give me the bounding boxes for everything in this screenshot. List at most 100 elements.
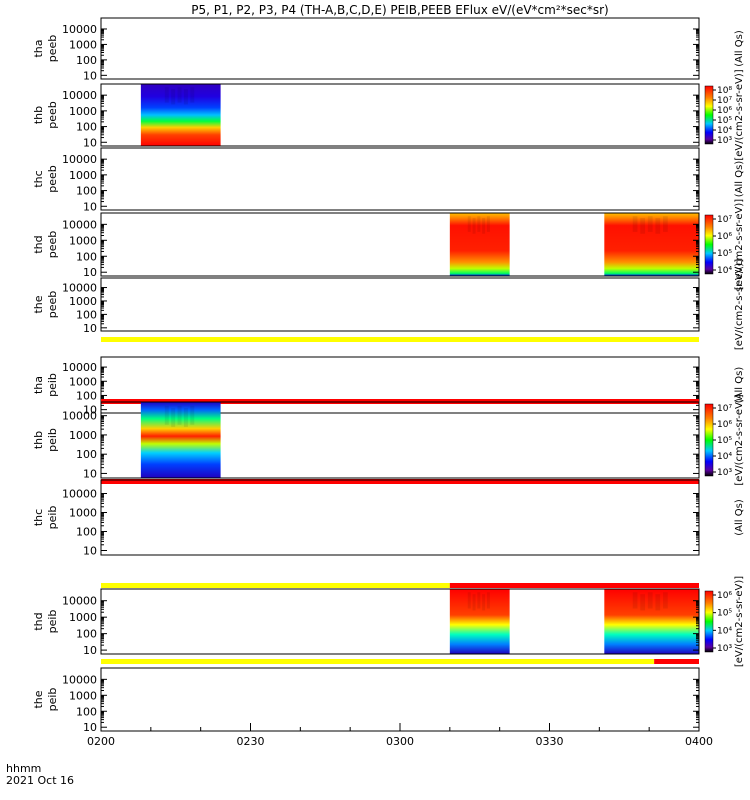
colorbar-tick-label: 10³ xyxy=(717,644,732,654)
colorbar-tick-label: 10⁷ xyxy=(717,96,732,106)
colorbar-tick-label: 10⁴ xyxy=(717,126,732,136)
y-tick-label: 10000 xyxy=(62,153,97,166)
spectrogram-texture xyxy=(647,592,653,609)
status-bar xyxy=(101,659,655,664)
date-label: 2021 Oct 16 xyxy=(6,774,74,787)
y-tick-label: 100 xyxy=(76,121,97,134)
spectrogram-texture xyxy=(632,592,638,609)
x-tick-label: 0300 xyxy=(386,735,414,748)
y-axis-label-probe: thc xyxy=(32,170,45,187)
y-tick-label: 100 xyxy=(76,185,97,198)
status-bar xyxy=(101,583,450,588)
colorbar-tick-label: 10⁶ xyxy=(717,420,732,430)
x-tick-label: 0330 xyxy=(536,735,564,748)
y-tick-label: 10 xyxy=(83,467,97,480)
spectrogram-texture xyxy=(640,218,646,234)
y-tick-label: 10 xyxy=(83,322,97,335)
y-axis-label-species: peeb xyxy=(46,101,59,129)
colorbar-tick-label: 10⁶ xyxy=(717,232,732,242)
spectrogram-texture xyxy=(482,218,486,234)
y-tick-label: 10000 xyxy=(62,673,97,686)
colorbar-label: (All Qs) xyxy=(734,499,745,536)
chart-title: P5, P1, P2, P3, P4 (TH-A,B,C,D,E) PEIB,P… xyxy=(191,3,608,17)
y-tick-label: 100 xyxy=(76,705,97,718)
colorbar-tick-label: 10⁶ xyxy=(717,106,732,116)
status-bar xyxy=(449,583,699,588)
y-axis-label-probe: thc xyxy=(32,509,45,526)
y-axis-label-species: peeb xyxy=(46,165,59,193)
y-tick-label: 10 xyxy=(83,136,97,149)
colorbar-label: [eV/(cm2-s-sr-eV)] xyxy=(734,394,745,485)
y-tick-label: 10000 xyxy=(62,488,97,501)
spectrogram-texture xyxy=(164,87,169,103)
y-tick-label: 100 xyxy=(76,250,97,263)
panel-thb-peeb: 10 100 1000 10000 thb peeb 10³10⁴10⁵10⁶10⁷10⁸[… xyxy=(32,69,745,160)
status-bar xyxy=(101,479,699,484)
y-tick-label: 10000 xyxy=(62,218,97,231)
spectrogram-segment xyxy=(604,589,699,654)
y-tick-label: 10000 xyxy=(62,410,97,423)
colorbar-tick-label: 10⁷ xyxy=(717,215,732,225)
y-axis-label-probe: tha xyxy=(32,39,45,57)
panel-tha-peeb: 10 100 1000 10000 tha peeb (All Qs) xyxy=(32,17,745,82)
spectrogram-texture xyxy=(183,408,188,428)
spectrogram-texture xyxy=(164,405,169,425)
colorbar-tick-label: 10⁵ xyxy=(717,249,732,259)
y-tick-label: 10000 xyxy=(62,282,97,295)
colorbar xyxy=(704,590,714,653)
y-axis-label-probe: thb xyxy=(32,106,45,124)
spectrogram-segment xyxy=(140,402,221,478)
y-tick-label: 1000 xyxy=(69,611,97,624)
y-tick-label: 100 xyxy=(76,389,97,402)
y-axis-label-species: peib xyxy=(46,506,59,530)
spectrogram-texture xyxy=(177,87,182,103)
panel-thd-peib: 10 100 1000 10000 thd peib 10³ 10⁴ 10⁵ 10⁶ [eV/(cm… xyxy=(32,576,745,667)
colorbar-label: (All Qs) xyxy=(734,367,745,404)
y-axis-label-species: peib xyxy=(46,428,59,452)
y-axis-label-probe: thb xyxy=(32,431,45,449)
spectrogram-texture xyxy=(183,88,188,105)
colorbar xyxy=(704,85,714,145)
x-tick-label: 0400 xyxy=(685,735,713,748)
y-tick-label: 100 xyxy=(76,54,97,67)
panel-frame xyxy=(100,667,700,732)
y-tick-label: 1000 xyxy=(69,234,97,247)
y-tick-label: 1000 xyxy=(69,38,97,51)
panel-thd-peeb: 10 100 1000 10000 thd peeb 10⁴ 10⁵ 10⁶ 10⁷ [eV/(cm… xyxy=(32,199,745,290)
spectrogram-texture xyxy=(190,87,195,103)
spectrogram-texture xyxy=(467,216,471,232)
spectrogram-texture xyxy=(477,216,481,232)
spectrogram-texture xyxy=(663,592,668,609)
y-tick-label: 1000 xyxy=(69,105,97,118)
colorbar-label: [eV/(cm2-s-sr-eV)] xyxy=(734,199,745,290)
spectrogram-segment xyxy=(449,213,510,276)
colorbar-tick-label: 10⁵ xyxy=(717,609,732,619)
spectrogram-texture xyxy=(171,88,176,105)
colorbar-label: [eV/(cm2-s-sr-eV)] xyxy=(734,576,745,667)
y-tick-label: 100 xyxy=(76,628,97,641)
panel-frame xyxy=(100,479,700,556)
y-tick-label: 1000 xyxy=(69,375,97,388)
spectrogram-texture xyxy=(472,218,476,234)
y-axis-label-probe: thd xyxy=(32,612,45,630)
spectrogram-texture xyxy=(171,408,176,428)
panel-the-peib: 10 100 1000 10000 the peib xyxy=(32,667,700,734)
spectrogram-segment xyxy=(604,213,699,276)
panel-frame xyxy=(100,83,700,147)
spectrogram-texture xyxy=(190,405,195,425)
panel-frame xyxy=(100,17,700,80)
y-tick-label: 10000 xyxy=(62,595,97,608)
colorbar-label: (All Qs) xyxy=(734,30,745,67)
y-tick-label: 100 xyxy=(76,526,97,539)
y-tick-label: 10 xyxy=(83,545,97,558)
panel-frame xyxy=(100,401,700,479)
panel-thc-peib: 10 100 1000 10000 thc peib (All Qs) xyxy=(32,479,745,588)
colorbar-tick-label: 10⁸ xyxy=(717,86,732,96)
spectrogram-texture xyxy=(477,592,481,609)
spectrogram-texture xyxy=(472,594,476,611)
panel-thb-peib: 10 100 1000 10000 thb peib 10³ 10⁴ 10⁵ 10⁶ 10⁷ [eV/… xyxy=(32,394,745,485)
time-format-label: hhmm xyxy=(6,762,41,775)
